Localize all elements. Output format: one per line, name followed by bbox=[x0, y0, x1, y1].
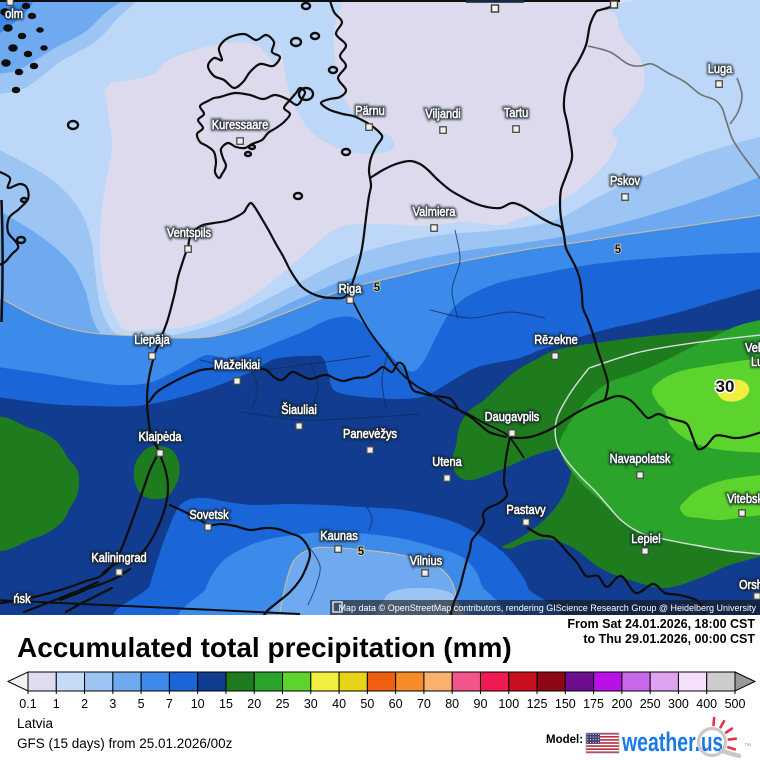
svg-text:Pärnu: Pärnu bbox=[355, 103, 385, 118]
svg-text:Riga: Riga bbox=[339, 281, 362, 296]
svg-text:Kuressaare: Kuressaare bbox=[212, 117, 269, 132]
svg-text:Pärnu: Pärnu bbox=[355, 103, 385, 118]
svg-text:250: 250 bbox=[640, 697, 661, 711]
svg-text:Ventspils: Ventspils bbox=[167, 225, 212, 240]
svg-text:Liepāja: Liepāja bbox=[134, 332, 170, 347]
svg-text:Kaunas: Kaunas bbox=[320, 528, 358, 543]
svg-text:Vilnius: Vilnius bbox=[410, 553, 443, 568]
svg-text:60: 60 bbox=[389, 697, 403, 711]
svg-text:5: 5 bbox=[615, 244, 622, 256]
svg-text:olm: olm bbox=[5, 6, 23, 21]
svg-text:Panevėžys: Panevėžys bbox=[343, 426, 398, 441]
svg-text:us: us bbox=[701, 727, 723, 757]
svg-text:Viljandi: Viljandi bbox=[425, 106, 460, 121]
svg-text:Valmiera: Valmiera bbox=[413, 204, 456, 219]
svg-text:20: 20 bbox=[247, 697, 261, 711]
svg-text:30: 30 bbox=[304, 697, 318, 711]
svg-text:Pskov: Pskov bbox=[610, 173, 641, 188]
svg-text:5: 5 bbox=[374, 282, 381, 294]
svg-text:10: 10 bbox=[191, 697, 205, 711]
svg-text:Riga: Riga bbox=[339, 281, 362, 296]
svg-text:Pastavy: Pastavy bbox=[506, 502, 546, 517]
svg-text:Mažeikiai: Mažeikiai bbox=[214, 357, 260, 372]
svg-text:Sovetsk: Sovetsk bbox=[189, 507, 229, 522]
svg-text:15: 15 bbox=[219, 697, 233, 711]
svg-text:0.1: 0.1 bbox=[19, 697, 36, 711]
svg-text:olm: olm bbox=[5, 6, 23, 21]
svg-text:3: 3 bbox=[109, 697, 116, 711]
svg-text:Ventspils: Ventspils bbox=[167, 225, 212, 240]
svg-text:Luga: Luga bbox=[708, 61, 733, 76]
svg-text:5: 5 bbox=[138, 697, 145, 711]
svg-text:500: 500 bbox=[725, 697, 746, 711]
svg-text:Tartu: Tartu bbox=[504, 105, 529, 120]
svg-text:2: 2 bbox=[81, 697, 88, 711]
svg-text:weather.: weather. bbox=[621, 727, 700, 757]
svg-text:ńsk: ńsk bbox=[13, 591, 31, 606]
svg-text:Kaliningrad: Kaliningrad bbox=[91, 550, 146, 565]
svg-text:30: 30 bbox=[716, 377, 735, 396]
svg-text:Lepiel: Lepiel bbox=[631, 531, 661, 546]
svg-text:Rēzekne: Rēzekne bbox=[534, 332, 578, 347]
svg-text:Lepiel: Lepiel bbox=[631, 531, 661, 546]
svg-text:Valmiera: Valmiera bbox=[413, 204, 456, 219]
svg-text:200: 200 bbox=[611, 697, 632, 711]
svg-text:Orsha: Orsha bbox=[739, 577, 760, 592]
svg-text:125: 125 bbox=[527, 697, 548, 711]
svg-text:Tartu: Tartu bbox=[504, 105, 529, 120]
svg-text:40: 40 bbox=[332, 697, 346, 711]
svg-text:Liepāja: Liepāja bbox=[134, 332, 170, 347]
svg-text:150: 150 bbox=[555, 697, 576, 711]
svg-text:Daugavpils: Daugavpils bbox=[485, 409, 540, 424]
svg-text:Luki: Luki bbox=[751, 354, 760, 369]
svg-text:Navapolatsk: Navapolatsk bbox=[610, 451, 671, 466]
svg-text:Veliki: Veliki bbox=[745, 340, 760, 355]
svg-text:Sovetsk: Sovetsk bbox=[189, 507, 229, 522]
svg-text:5: 5 bbox=[358, 546, 365, 558]
svg-text:50: 50 bbox=[360, 697, 374, 711]
svg-text:400: 400 bbox=[696, 697, 717, 711]
svg-text:Kuressaare: Kuressaare bbox=[212, 117, 269, 132]
svg-text:90: 90 bbox=[474, 697, 488, 711]
svg-text:Vitebsk: Vitebsk bbox=[727, 491, 760, 506]
svg-text:80: 80 bbox=[445, 697, 459, 711]
svg-text:Kaliningrad: Kaliningrad bbox=[91, 550, 146, 565]
svg-text:Vilnius: Vilnius bbox=[410, 553, 443, 568]
svg-text:175: 175 bbox=[583, 697, 604, 711]
svg-text:100: 100 bbox=[498, 697, 519, 711]
svg-text:Rēzekne: Rēzekne bbox=[534, 332, 578, 347]
svg-text:ńsk: ńsk bbox=[13, 591, 31, 606]
svg-text:Viljandi: Viljandi bbox=[425, 106, 460, 121]
svg-text:Klaipėda: Klaipėda bbox=[139, 429, 183, 444]
svg-text:300: 300 bbox=[668, 697, 689, 711]
svg-text:Utena: Utena bbox=[432, 454, 462, 469]
svg-text:25: 25 bbox=[276, 697, 290, 711]
svg-text:Šiauliai: Šiauliai bbox=[281, 402, 317, 417]
svg-text:Pastavy: Pastavy bbox=[506, 502, 546, 517]
svg-text:Veliki: Veliki bbox=[745, 340, 760, 355]
svg-text:Daugavpils: Daugavpils bbox=[485, 409, 540, 424]
svg-text:Navapolatsk: Navapolatsk bbox=[610, 451, 671, 466]
svg-text:Šiauliai: Šiauliai bbox=[281, 402, 317, 417]
svg-text:1: 1 bbox=[53, 697, 60, 711]
svg-text:7: 7 bbox=[166, 697, 173, 711]
svg-text:Orsha: Orsha bbox=[739, 577, 760, 592]
svg-text:™: ™ bbox=[744, 743, 751, 750]
svg-text:Luga: Luga bbox=[708, 61, 733, 76]
svg-text:Pskov: Pskov bbox=[610, 173, 641, 188]
svg-text:Klaipėda: Klaipėda bbox=[139, 429, 183, 444]
svg-text:Mažeikiai: Mažeikiai bbox=[214, 357, 260, 372]
svg-text:Utena: Utena bbox=[432, 454, 462, 469]
svg-text:Kaunas: Kaunas bbox=[320, 528, 358, 543]
svg-text:Vitebsk: Vitebsk bbox=[727, 491, 760, 506]
svg-text:Panevėžys: Panevėžys bbox=[343, 426, 398, 441]
svg-text:Map data © OpenStreetMap contr: Map data © OpenStreetMap contributors, r… bbox=[339, 603, 757, 613]
svg-text:Luki: Luki bbox=[751, 354, 760, 369]
svg-text:70: 70 bbox=[417, 697, 431, 711]
